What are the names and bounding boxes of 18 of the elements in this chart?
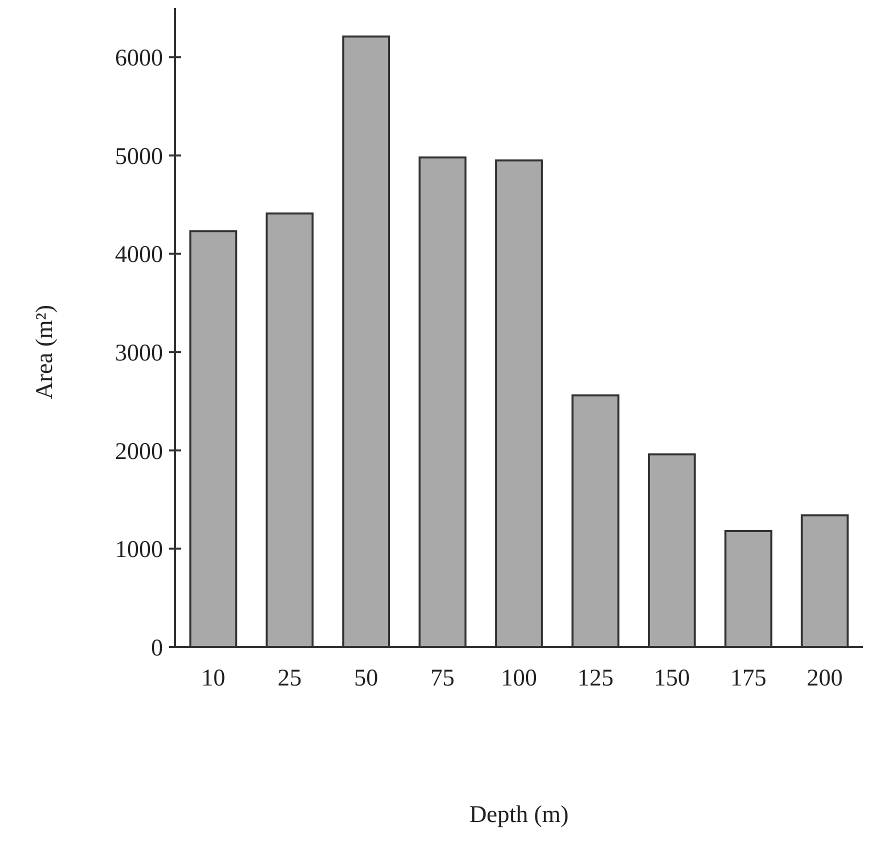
y-tick-label: 2000 bbox=[115, 438, 163, 465]
y-tick-label: 4000 bbox=[115, 242, 163, 268]
x-tick-label: 125 bbox=[577, 665, 614, 692]
x-tick-label: 100 bbox=[501, 665, 537, 692]
x-tick-label: 175 bbox=[730, 665, 766, 692]
x-tick-label: 25 bbox=[278, 665, 302, 692]
x-tick-label: 50 bbox=[354, 665, 378, 692]
x-tick-label: 150 bbox=[654, 665, 690, 692]
y-tick-label: 0 bbox=[151, 635, 163, 662]
y-tick-label: 6000 bbox=[115, 46, 163, 72]
x-tick-label: 10 bbox=[201, 665, 226, 692]
x-tick-label: 75 bbox=[430, 665, 455, 692]
y-axis-title: Area (m²) bbox=[32, 304, 58, 400]
y-tick-label: 5000 bbox=[115, 144, 163, 170]
x-tick-label: 200 bbox=[806, 665, 843, 692]
y-tick-label: 1000 bbox=[115, 537, 163, 564]
y-tick-label: 3000 bbox=[115, 340, 163, 366]
x-axis-title: Depth (m) bbox=[469, 802, 569, 828]
